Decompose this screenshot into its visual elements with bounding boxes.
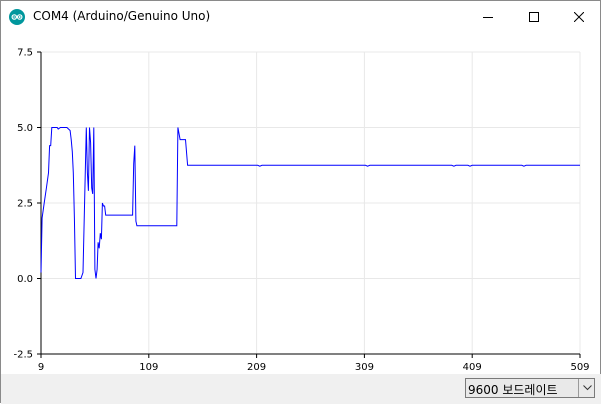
baud-rate-value: 9600 보드레이트 [468,383,558,397]
y-tick-label: 0.0 [17,274,33,285]
maximize-button[interactable] [511,1,557,32]
arduino-logo-icon [9,9,25,25]
minimize-button[interactable] [465,1,511,32]
y-tick-label: 7.5 [17,48,33,59]
x-tick-label: 409 [463,362,482,373]
x-tick-label: 109 [139,362,158,373]
x-tick-label: 309 [355,362,374,373]
series-line [40,127,580,279]
title-bar[interactable]: COM4 (Arduino/Genuino Uno) [1,1,600,32]
minimize-icon [483,7,493,26]
chevron-down-icon [580,379,594,397]
x-tick-label: 9 [38,362,44,373]
y-tick-label: -2.5 [13,350,33,361]
close-button[interactable] [556,1,602,32]
line-chart: 7.5 5.0 2.5 0.0 -2.5 9 109 209 309 409 509 [13,48,589,374]
window-title: COM4 (Arduino/Genuino Uno) [33,9,211,23]
x-tick-label: 209 [247,362,266,373]
plot-area: 7.5 5.0 2.5 0.0 -2.5 9 109 209 309 409 509 [1,32,601,374]
y-tick-label: 2.5 [17,199,33,210]
close-icon [573,7,585,26]
y-tick-label: 5.0 [17,123,33,134]
maximize-icon [529,7,539,26]
select-divider [578,379,579,397]
x-tick-label: 509 [570,362,589,373]
baud-rate-select[interactable]: 9600 보드레이트 [465,378,595,398]
bottom-bar: 9600 보드레이트 [1,374,601,404]
